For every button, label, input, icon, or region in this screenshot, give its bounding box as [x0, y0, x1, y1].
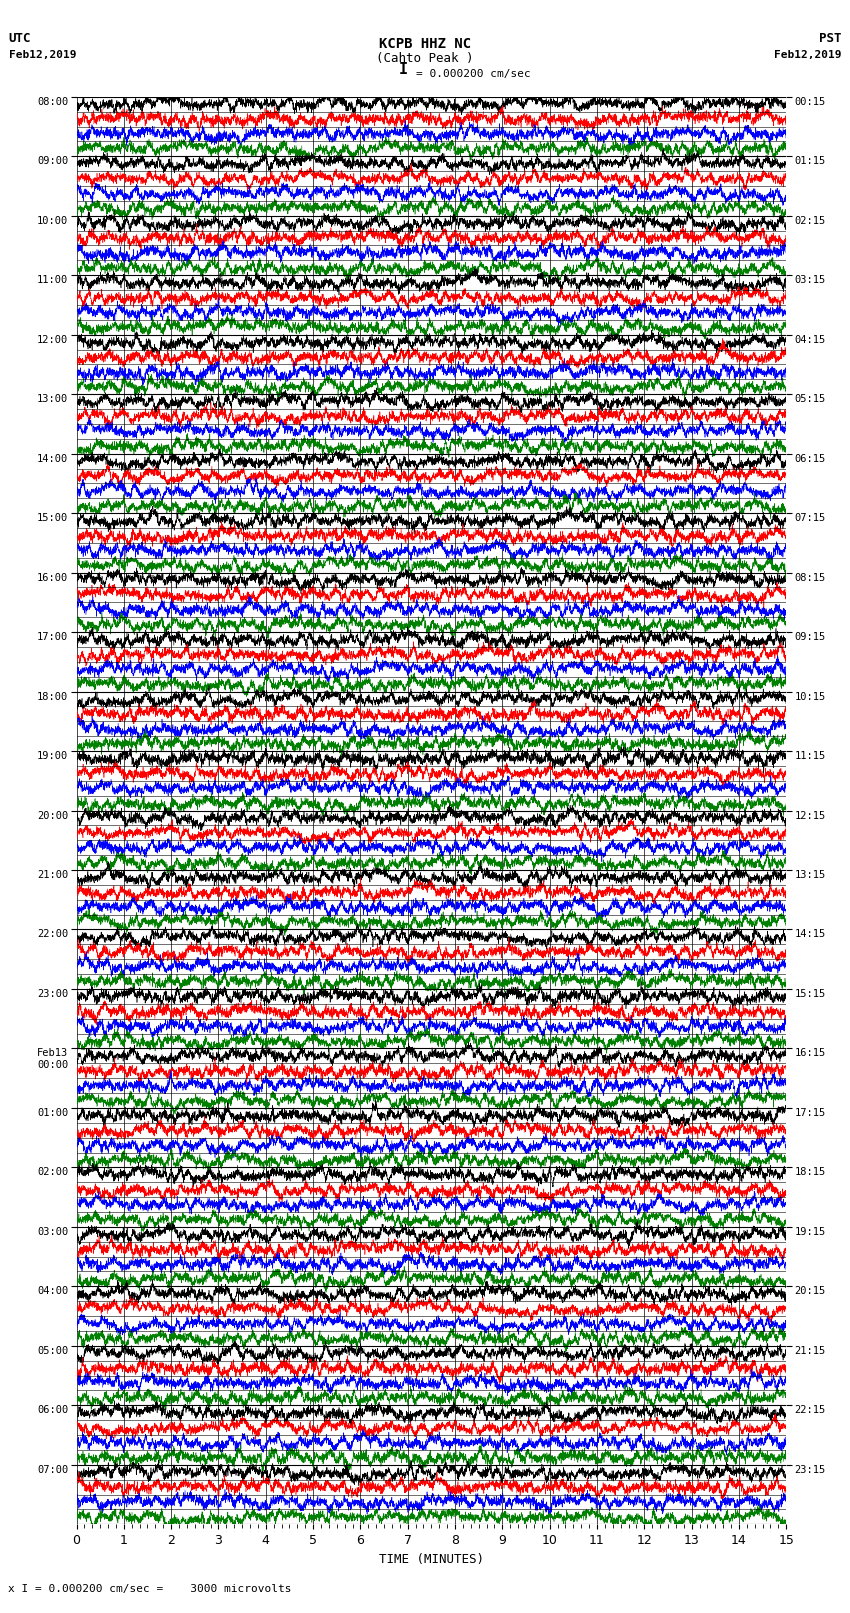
Text: UTC: UTC [8, 32, 31, 45]
Text: (Cahto Peak ): (Cahto Peak ) [377, 52, 473, 65]
Text: Feb12,2019: Feb12,2019 [774, 50, 842, 60]
Text: x I = 0.000200 cm/sec =    3000 microvolts: x I = 0.000200 cm/sec = 3000 microvolts [8, 1584, 292, 1594]
Text: = 0.000200 cm/sec: = 0.000200 cm/sec [416, 69, 531, 79]
X-axis label: TIME (MINUTES): TIME (MINUTES) [379, 1553, 484, 1566]
Text: I: I [400, 63, 408, 77]
Text: PST: PST [819, 32, 842, 45]
Text: KCPB HHZ NC: KCPB HHZ NC [379, 37, 471, 50]
Text: Feb12,2019: Feb12,2019 [8, 50, 76, 60]
